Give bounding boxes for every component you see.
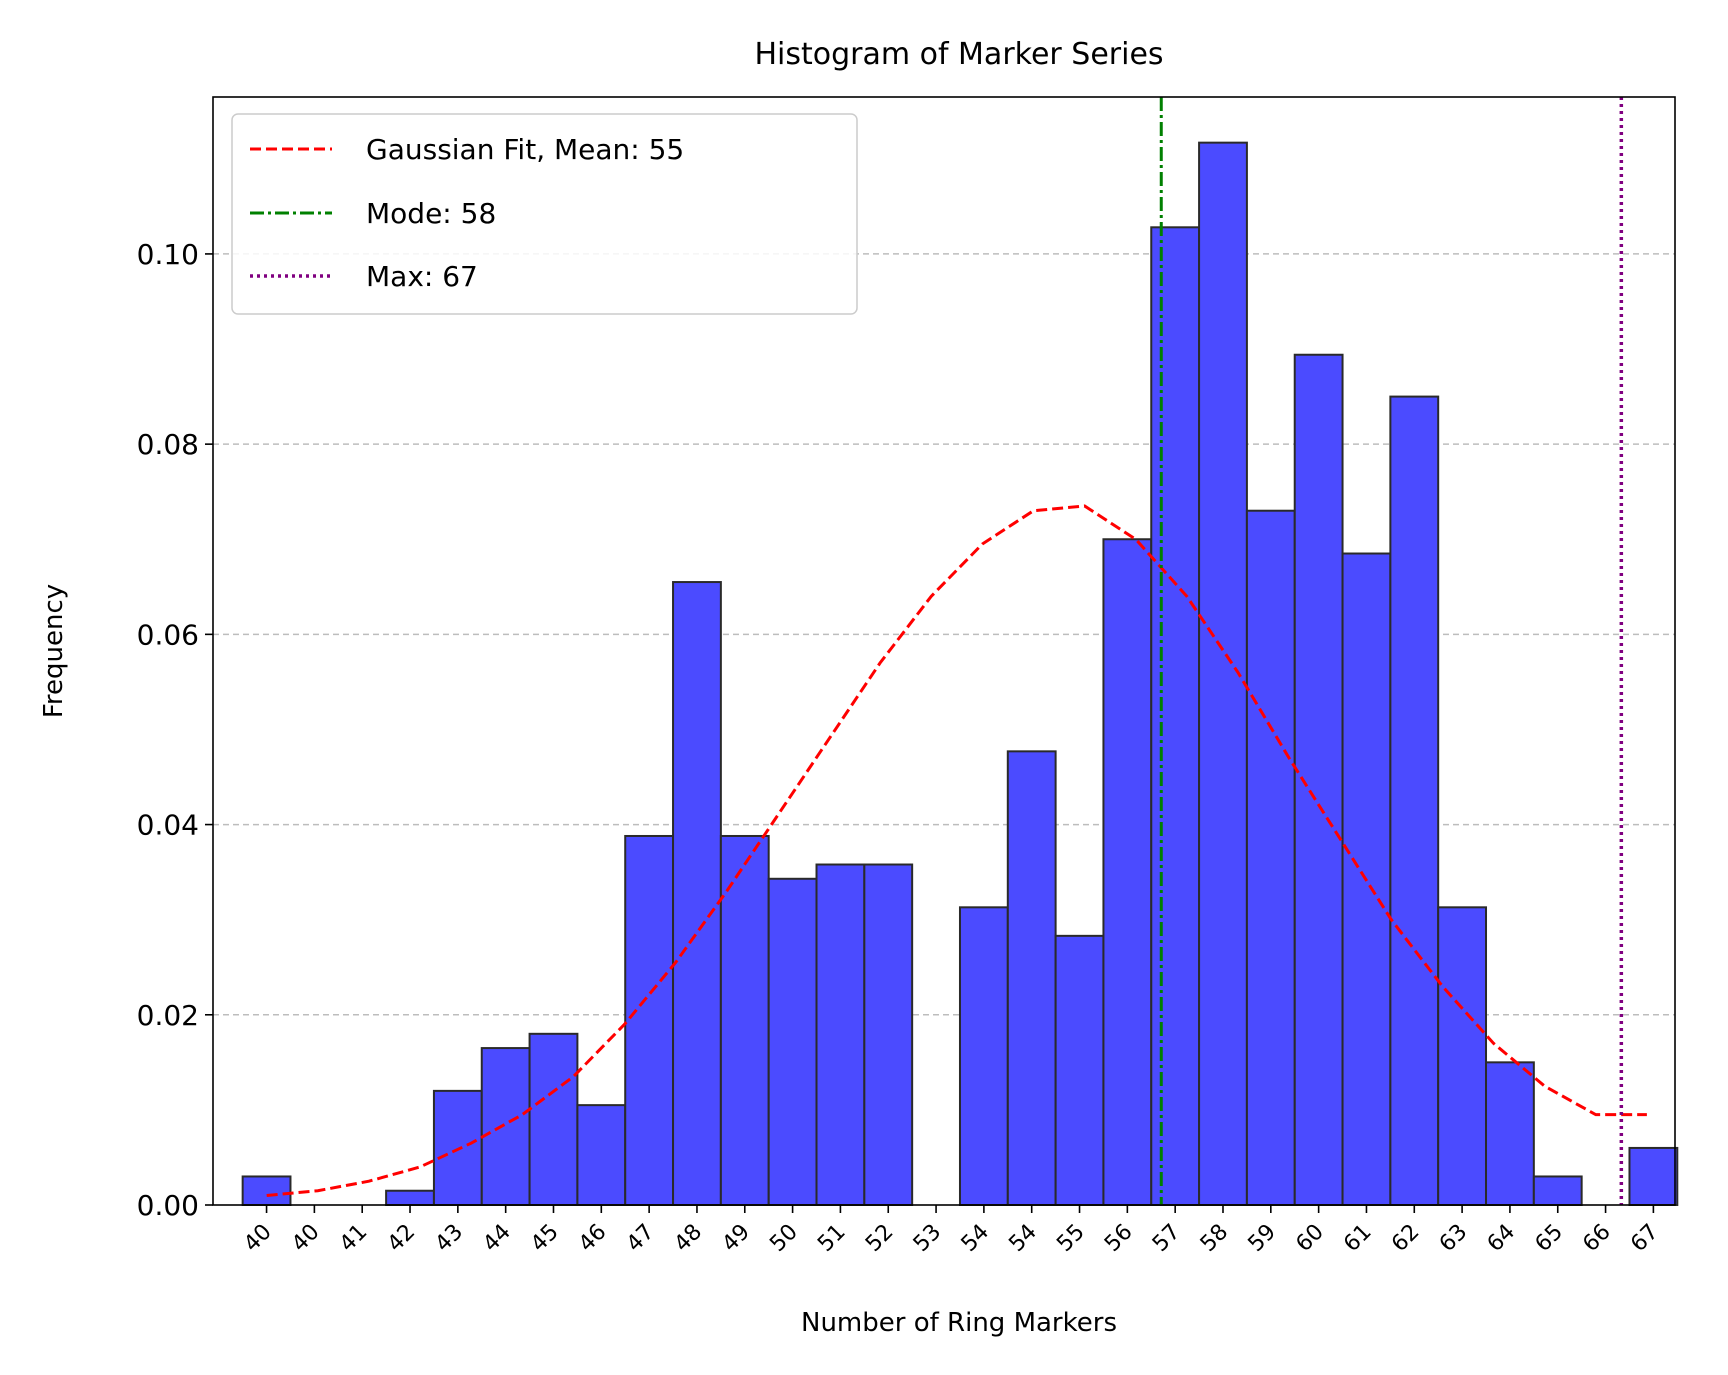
y-tick-label: 0.06 [137,618,199,651]
histogram-bar [719,834,770,1206]
histogram-bar [1628,1146,1679,1207]
histogram-bar [1245,509,1296,1206]
histogram-bar [528,1032,579,1207]
y-axis-label: Frequency [39,584,69,718]
y-tick-label: 0.10 [137,238,199,271]
y-axis: 0.00 0.02 0.04 0.06 0.08 0.10 [137,238,213,1222]
histogram-bar [672,581,722,1206]
legend-box [231,113,858,315]
bar-layer [241,141,1679,1207]
histogram-bar [767,877,818,1206]
x-axis-label: Number of Ring Markers [801,1308,1117,1338]
histogram-bar [241,1175,292,1206]
histogram-bar [1150,226,1201,1206]
histogram-bar [624,834,675,1206]
legend-gaussian-label: Gaussian Fit, Mean: 55 [366,133,684,166]
chart-title: Histogram of Marker Series [754,37,1163,72]
histogram-bar [1054,934,1105,1207]
histogram-bar [958,906,1009,1206]
legend: Gaussian Fit, Mean: 55 Mode: 58 Max: 67 [231,113,858,315]
legend-mode-label: Mode: 58 [366,197,496,230]
histogram-bar [815,863,866,1206]
histogram-bar [1006,750,1057,1206]
histogram-bar [1532,1175,1583,1206]
y-tick-label: 0.02 [137,999,199,1032]
histogram-bar [1102,538,1153,1206]
gaussian-fit-line [266,504,1647,1197]
line-layer [266,97,1647,1205]
histogram-bar [576,1104,627,1206]
histogram-bar [480,1047,531,1207]
histogram-bar [1485,1061,1535,1207]
histogram-bar [863,863,914,1206]
histogram-bar [1437,906,1488,1206]
histogram-bar [1389,395,1440,1206]
y-tick-label: 0.04 [137,809,199,842]
y-tick-label: 0.08 [137,428,199,461]
legend-max-label: Max: 67 [366,260,478,293]
histogram-bar [385,1189,435,1206]
plot-frame [212,96,1676,1206]
y-tick-label: 0.00 [137,1189,199,1222]
